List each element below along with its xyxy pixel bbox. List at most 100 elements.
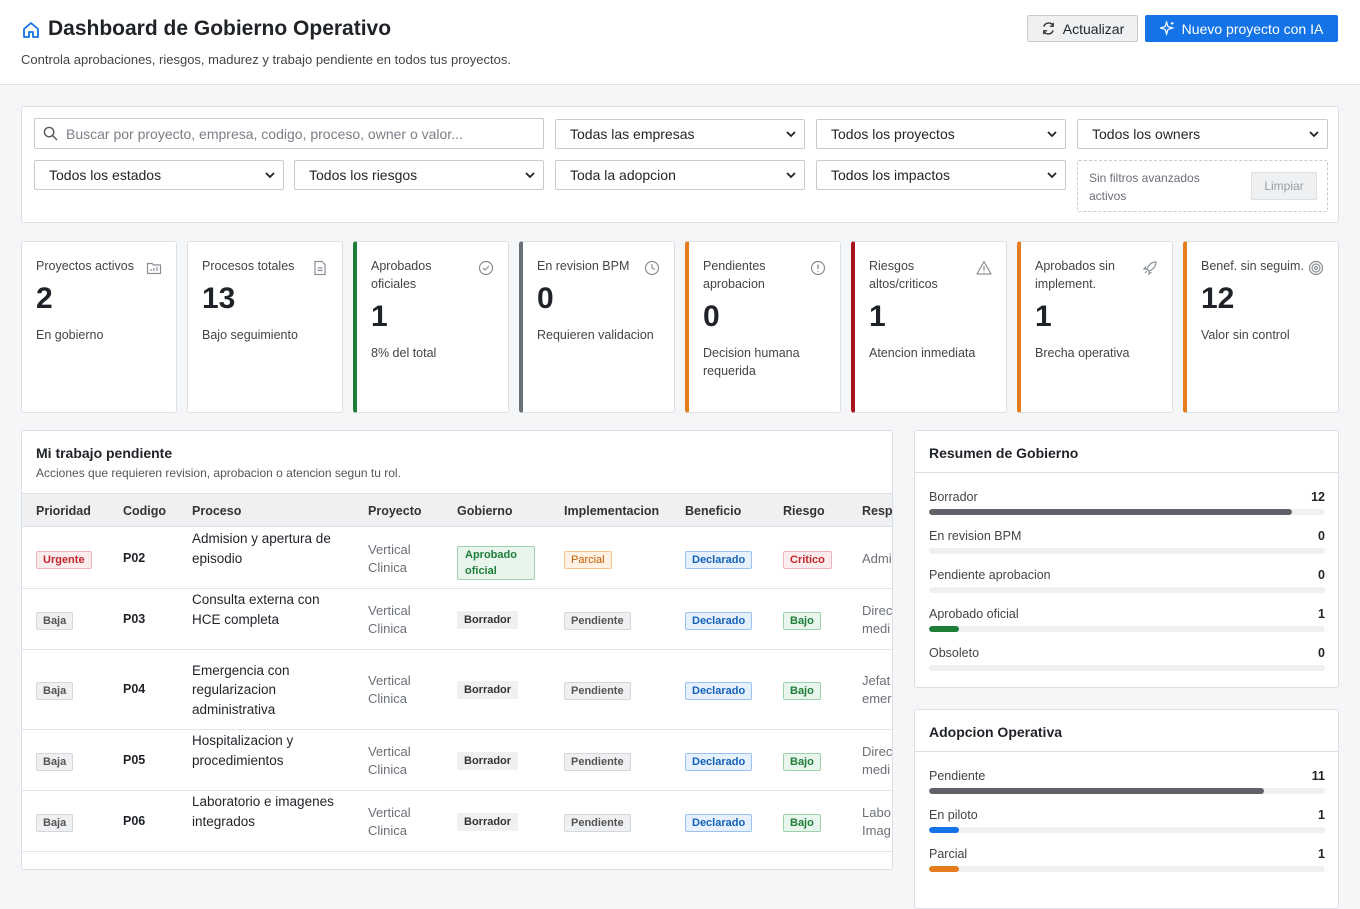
kpi-label: Aprobados sin implement. — [1035, 259, 1115, 291]
column-header[interactable]: Prioridad — [36, 504, 91, 518]
process-name[interactable]: Consulta externa con HCE completa — [192, 592, 320, 627]
governance-badge: Borrador — [457, 751, 519, 770]
column-header[interactable]: Proceso — [192, 504, 242, 518]
status-count: 1 — [1318, 607, 1325, 621]
status-row: Pendiente 11 — [929, 769, 1325, 795]
governance-summary-panel: Resumen de Gobierno Borrador 12 En revisio… — [914, 430, 1339, 688]
column-header[interactable]: Implementacion — [564, 504, 660, 518]
kpi-value: 1 — [371, 300, 388, 333]
refresh-button[interactable]: Actualizar — [1027, 15, 1138, 42]
priority-badge: Baja — [36, 813, 74, 832]
table-row[interactable]: Baja P06 Laboratorio e imagenes integrados… — [22, 791, 892, 852]
search-input[interactable] — [66, 125, 506, 142]
target-icon — [1308, 260, 1324, 276]
adoption-select[interactable]: Toda la adopcion — [555, 160, 805, 190]
implementation-badge: Parcial — [564, 550, 612, 569]
column-header[interactable]: Codigo — [123, 504, 167, 518]
warning-triangle-icon — [976, 260, 992, 275]
project-name: Vertical Clinica — [368, 673, 411, 706]
kpi-card[interactable]: Procesos totales 13 Bajo seguimiento — [187, 241, 343, 413]
risk-badge: Bajo — [783, 752, 821, 771]
table-header: Prioridad Codigo Proceso Proyecto Gobierno Im… — [22, 493, 893, 527]
column-header[interactable]: Beneficio — [685, 504, 742, 518]
kpi-card[interactable]: Riesgos altos/criticos 1 Atencion inmediat… — [851, 241, 1007, 413]
kpi-card[interactable]: Pendientes aprobacion 0 Decision humana re… — [685, 241, 841, 413]
process-code: P04 — [123, 682, 146, 696]
table-row[interactable]: Baja P04 Emergencia con regularizacion adm… — [22, 650, 892, 730]
page-title: Dashboard de Gobierno Operativo — [48, 17, 392, 40]
kpi-card[interactable]: En revision BPM 0 Requieren validacion — [519, 241, 675, 413]
summary-title: Resumen de Gobierno — [929, 445, 1079, 461]
search-box[interactable] — [34, 118, 544, 149]
status-label: En revision BPM — [929, 529, 1022, 543]
status-row: Obsoleto 0 — [929, 646, 1325, 672]
owner-select[interactable]: Todos los owners — [1077, 119, 1328, 149]
process-name[interactable]: Hospitalizacion y procedimientos — [192, 733, 294, 768]
responsible-name: Jefat emer — [862, 673, 892, 706]
owner-select-value: Todos los owners — [1092, 126, 1201, 142]
impact-select-value: Todos los impactos — [831, 167, 951, 183]
benefit-badge: Declarado — [685, 550, 753, 569]
kpi-card[interactable]: Proyectos activos 2 En gobierno — [21, 241, 177, 413]
kpi-label: Pendientes aprobacion — [703, 259, 766, 291]
progress-fill — [929, 827, 960, 833]
priority-badge: Baja — [36, 611, 74, 630]
chevron-down-icon — [786, 172, 796, 179]
chevron-down-icon — [1047, 172, 1057, 179]
progress-bar — [929, 827, 1325, 833]
status-label: Parcial — [929, 847, 968, 861]
column-header[interactable]: Riesgo — [783, 504, 825, 518]
column-header[interactable]: Gobierno — [457, 504, 513, 518]
status-count: 1 — [1318, 847, 1325, 861]
benefit-badge: Declarado — [685, 611, 753, 630]
responsible-name: Direc medi — [862, 743, 893, 777]
kpi-card[interactable]: Benef. sin seguim. 12 Valor sin control — [1183, 241, 1339, 413]
status-select-value: Todos los estados — [49, 167, 162, 183]
divider — [915, 751, 1338, 752]
kpi-subtext: 8% del total — [371, 346, 437, 360]
chevron-down-icon — [1047, 131, 1057, 138]
column-header[interactable]: Proyecto — [368, 504, 422, 518]
pending-subtitle: Acciones que requieren revision, aprobac… — [36, 466, 401, 480]
risk-select[interactable]: Todos los riesgos — [294, 160, 544, 190]
process-name[interactable]: Laboratorio e imagenes integrados — [192, 794, 334, 829]
kpi-value: 0 — [537, 282, 554, 315]
advanced-filters-status: Sin filtros avanzados activos — [1089, 171, 1200, 203]
governance-badge: Borrador — [457, 812, 519, 831]
status-label: Pendiente aprobacion — [929, 568, 1051, 582]
page-header: Dashboard de Gobierno Operativo Controla… — [0, 0, 1360, 85]
impact-select[interactable]: Todos los impactos — [816, 160, 1066, 190]
risk-badge: Critico — [783, 550, 832, 569]
new-project-button[interactable]: Nuevo proyecto con IA — [1145, 15, 1338, 42]
kpi-card[interactable]: Aprobados sin implement. 1 Brecha operativ… — [1017, 241, 1173, 413]
kpi-card[interactable]: Aprobados oficiales 1 8% del total — [353, 241, 509, 413]
process-code: P02 — [123, 550, 146, 565]
divider — [915, 472, 1338, 473]
clear-filters-button[interactable]: Limpiar — [1251, 172, 1317, 200]
process-name[interactable]: Admision y apertura de episodio — [192, 531, 331, 566]
table-row[interactable]: Baja P05 Hospitalizacion y procedimientos V… — [22, 730, 893, 791]
refresh-icon — [1042, 22, 1054, 35]
risk-select-value: Todos los riesgos — [309, 167, 418, 183]
kpi-value: 13 — [202, 282, 236, 315]
project-select[interactable]: Todos los proyectos — [816, 119, 1066, 149]
status-count: 0 — [1318, 646, 1325, 660]
status-label: En piloto — [929, 808, 978, 822]
status-label: Pendiente — [929, 769, 986, 783]
benefit-badge: Declarado — [685, 752, 753, 771]
process-code: P05 — [123, 752, 146, 767]
company-select[interactable]: Todas las empresas — [555, 119, 805, 149]
implementation-badge: Pendiente — [564, 813, 631, 832]
table-row[interactable]: Baja P03 Consulta externa con HCE completa… — [22, 589, 892, 650]
home-icon — [23, 22, 39, 38]
risk-badge: Bajo — [783, 682, 821, 700]
column-header[interactable]: Resp — [862, 504, 893, 518]
table-row[interactable]: Urgente P02 Admision y apertura de episodi… — [22, 528, 892, 589]
process-code: P03 — [123, 611, 146, 626]
folder-icon — [146, 262, 162, 275]
process-name[interactable]: Emergencia con regularizacion administra… — [192, 662, 290, 717]
kpi-subtext: En gobierno — [36, 328, 104, 342]
progress-fill — [929, 509, 1293, 515]
status-select[interactable]: Todos los estados — [34, 160, 284, 190]
adoption-select-value: Toda la adopcion — [570, 167, 676, 183]
